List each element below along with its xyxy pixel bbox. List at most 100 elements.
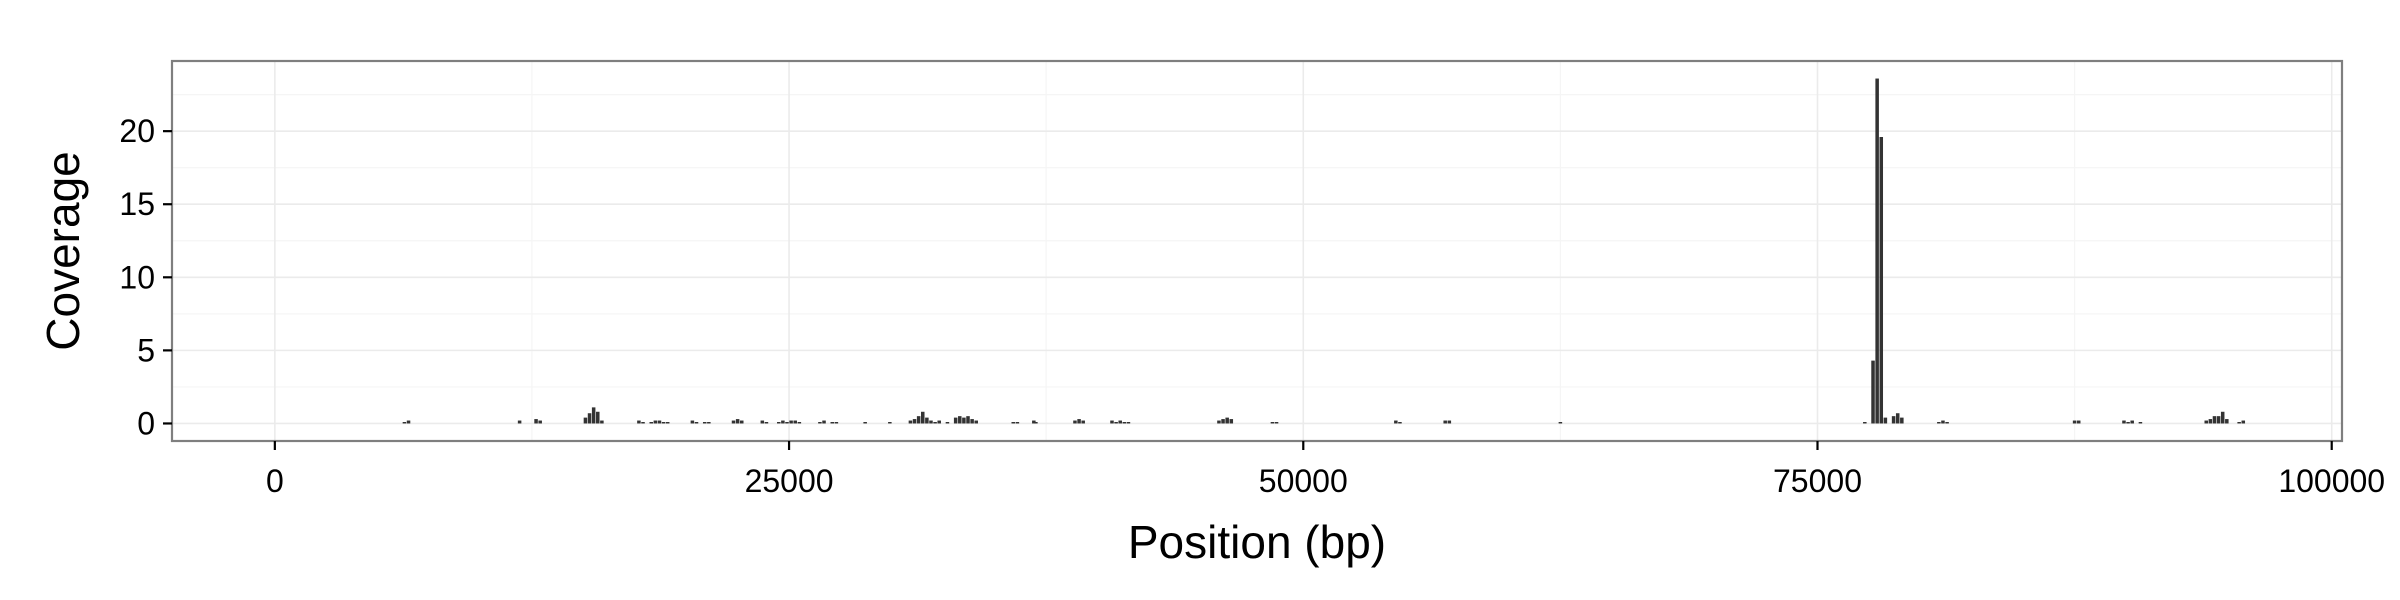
coverage-bar bbox=[1077, 419, 1081, 424]
coverage-bar bbox=[587, 413, 592, 424]
coverage-bar bbox=[735, 419, 740, 424]
coverage-bar bbox=[1895, 413, 1900, 424]
coverage-bar bbox=[1394, 420, 1398, 424]
coverage-bar bbox=[694, 422, 699, 424]
coverage-bar bbox=[707, 422, 711, 424]
coverage-bar bbox=[1122, 422, 1127, 424]
coverage-bar bbox=[1398, 422, 1402, 424]
coverage-bar bbox=[1937, 422, 1941, 424]
coverage-bar bbox=[916, 416, 921, 424]
coverage-bar bbox=[921, 411, 925, 424]
coverage-bar bbox=[1863, 422, 1867, 424]
coverage-bar bbox=[2122, 420, 2126, 424]
coverage-bar bbox=[731, 420, 736, 424]
x-axis-ticks: 0 25000 50000 75000 100000 bbox=[266, 441, 2385, 499]
coverage-bar bbox=[637, 420, 641, 424]
coverage-bar bbox=[781, 420, 785, 424]
x-tick-label: 50000 bbox=[1259, 463, 1348, 499]
coverage-bar bbox=[2220, 411, 2225, 424]
y-axis-title: Coverage bbox=[37, 151, 89, 350]
coverage-bar bbox=[974, 420, 978, 424]
bar-series bbox=[402, 78, 2246, 424]
y-tick-label: 10 bbox=[119, 259, 155, 295]
y-tick-label: 0 bbox=[137, 405, 155, 441]
coverage-bar bbox=[1891, 416, 1896, 424]
coverage-bar bbox=[760, 420, 765, 424]
y-tick-label: 5 bbox=[137, 332, 155, 368]
coverage-bar bbox=[1229, 419, 1234, 424]
coverage-bar bbox=[1073, 420, 1077, 424]
coverage-bar bbox=[702, 422, 707, 424]
coverage-bar bbox=[822, 420, 826, 424]
plot-panel-border bbox=[170, 59, 2344, 443]
coverage-bar bbox=[538, 420, 542, 424]
x-tick-label: 25000 bbox=[745, 463, 834, 499]
coverage-bar bbox=[1879, 137, 1884, 424]
coverage-bar bbox=[641, 422, 645, 424]
coverage-bar bbox=[1447, 420, 1452, 424]
coverage-bar bbox=[591, 407, 596, 424]
coverage-bar bbox=[2072, 420, 2077, 424]
y-tick-label: 20 bbox=[119, 113, 155, 149]
coverage-bar bbox=[1126, 422, 1131, 424]
coverage-bar bbox=[1270, 422, 1275, 424]
coverage-bar bbox=[818, 422, 822, 424]
plot-panel-background bbox=[172, 61, 2342, 441]
coverage-bar bbox=[933, 422, 937, 424]
coverage-bar bbox=[1217, 420, 1221, 424]
coverage-bar bbox=[764, 422, 769, 424]
coverage-bar bbox=[2225, 419, 2229, 424]
coverage-bar bbox=[1221, 419, 1225, 424]
coverage-bar bbox=[661, 422, 666, 424]
coverage-bar bbox=[739, 420, 744, 424]
coverage-bar bbox=[1015, 422, 1020, 424]
coverage-bar bbox=[402, 422, 407, 424]
coverage-bar bbox=[912, 419, 917, 424]
coverage-bar bbox=[929, 420, 933, 424]
coverage-bar bbox=[966, 416, 970, 424]
coverage-bar bbox=[785, 422, 789, 424]
coverage-bar bbox=[777, 422, 781, 424]
coverage-bar bbox=[789, 420, 793, 424]
coverage-bar bbox=[534, 419, 538, 424]
y-axis-ticks: 0 5 10 15 20 bbox=[119, 113, 172, 441]
coverage-bar bbox=[583, 417, 588, 424]
coverage-bar bbox=[793, 420, 797, 424]
coverage-bar bbox=[958, 416, 962, 424]
coverage-bar bbox=[596, 411, 600, 424]
coverage-bar bbox=[2216, 416, 2221, 424]
coverage-bar bbox=[1118, 420, 1122, 424]
coverage-bar bbox=[517, 420, 522, 424]
coverage-bar bbox=[2237, 422, 2241, 424]
coverage-bar bbox=[649, 422, 654, 424]
coverage-bar bbox=[600, 420, 604, 424]
coverage-bar bbox=[2208, 419, 2213, 424]
coverage-bar bbox=[945, 422, 950, 424]
coverage-bar bbox=[1875, 78, 1879, 424]
coverage-bar bbox=[888, 422, 892, 424]
y-tick-label: 15 bbox=[119, 186, 155, 222]
coverage-bar bbox=[1443, 420, 1447, 424]
coverage-bar bbox=[1945, 422, 1949, 424]
coverage-bar bbox=[1274, 422, 1279, 424]
coverage-bar bbox=[2130, 420, 2134, 424]
coverage-bar bbox=[653, 420, 658, 424]
coverage-bar bbox=[970, 419, 974, 424]
coverage-bar bbox=[2076, 420, 2081, 424]
coverage-bar bbox=[953, 417, 958, 424]
coverage-bar bbox=[2204, 420, 2209, 424]
coverage-bar bbox=[830, 422, 835, 424]
coverage-bar bbox=[1900, 417, 1904, 424]
x-tick-label: 100000 bbox=[2278, 463, 2385, 499]
coverage-bar bbox=[406, 420, 411, 424]
coverage-bar bbox=[1871, 360, 1875, 424]
coverage-bar bbox=[1034, 422, 1038, 424]
coverage-bar bbox=[797, 422, 802, 424]
coverage-bar bbox=[1011, 422, 1016, 424]
coverage-bar bbox=[1941, 420, 1945, 424]
grid-lines bbox=[172, 61, 2342, 441]
coverage-bar bbox=[665, 422, 670, 424]
coverage-bar bbox=[690, 420, 695, 424]
